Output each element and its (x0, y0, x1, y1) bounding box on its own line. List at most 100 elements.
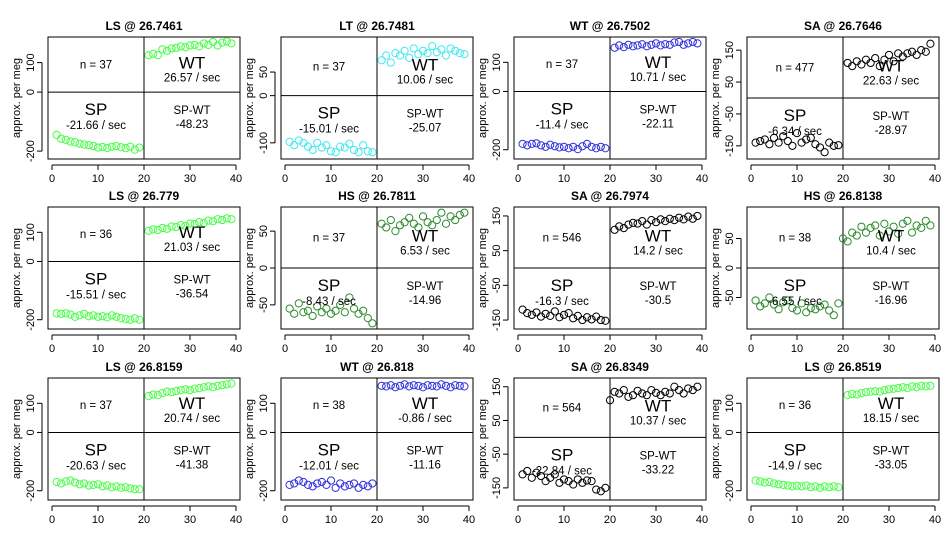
data-point (903, 49, 912, 58)
data-point (208, 383, 218, 392)
data-point (829, 141, 838, 150)
data-point (825, 306, 834, 315)
y-tick-label: 50 (724, 232, 736, 244)
data-point (884, 385, 894, 394)
data-point (527, 310, 536, 319)
data-point (363, 314, 372, 323)
x-tick-label: 10 (325, 514, 337, 526)
data-point (550, 307, 559, 316)
n-count-label: n = 38 (779, 233, 811, 245)
x-tick-label: 30 (650, 343, 662, 355)
y-tick-label: -200 (724, 480, 736, 502)
data-point (536, 312, 546, 321)
y-axis-label: approx. per meg (477, 228, 489, 308)
data-point (354, 483, 363, 492)
y-tick-label: 150 (491, 207, 503, 225)
data-point (921, 382, 930, 391)
chart-panel: LS @ 26.8159 approx. per meg-200 0 100 0 10 20… (11, 360, 242, 526)
chart-panel: SA @ 26.7646 approx. per meg-150 -50 50 150 0… (710, 19, 941, 185)
data-point (569, 314, 578, 323)
data-point (624, 40, 633, 49)
y-tick-label: 100 (724, 394, 736, 412)
data-point (199, 39, 208, 48)
sp-label: SP (784, 106, 807, 125)
sp-rate-label: -21.66 / sec (66, 120, 126, 132)
data-point (162, 46, 172, 55)
data-point (326, 147, 336, 156)
sp-rate-label: -16.3 / sec (535, 296, 589, 308)
data-point (322, 304, 331, 313)
sp-label: SP (551, 445, 574, 464)
data-point (679, 40, 688, 49)
x-tick-label: 30 (883, 343, 895, 355)
data-point (679, 389, 688, 398)
panel-title: HS @ 26.7811 (338, 189, 416, 203)
y-tick-label: -200 (258, 480, 270, 502)
n-count-label: n = 37 (546, 59, 578, 71)
data-point (820, 482, 829, 491)
data-point (693, 211, 702, 221)
data-point (921, 216, 930, 225)
data-point (98, 312, 107, 321)
data-point (912, 50, 921, 60)
data-point (213, 381, 222, 390)
wt-label: WT (645, 397, 671, 416)
data-point (345, 139, 354, 148)
data-point (61, 477, 70, 486)
data-point (299, 308, 308, 317)
data-point (523, 141, 532, 150)
x-tick-label: 0 (49, 514, 55, 526)
sp-label: SP (85, 100, 108, 119)
wt-rate-label: 18.15 / sec (863, 413, 920, 425)
data-point (628, 42, 638, 51)
y-axis-label: approx. per meg (710, 58, 722, 138)
data-point (149, 390, 158, 399)
data-point (359, 480, 368, 489)
data-point (222, 37, 231, 46)
data-point (135, 143, 144, 152)
data-point (564, 144, 573, 153)
sp-rate-label: -20.63 / sec (66, 460, 126, 472)
x-tick-label: 40 (929, 173, 941, 185)
x-tick-label: 20 (604, 514, 616, 526)
x-tick-label: 20 (837, 173, 849, 185)
sp-wt-label: SP-WT (872, 111, 909, 123)
data-point (451, 46, 460, 55)
data-point (541, 142, 550, 151)
chart-panel: SA @ 26.8349 approx. per meg-150 -50 50 150 0… (477, 360, 708, 526)
data-point (326, 476, 336, 485)
panel-title: LT @ 26.7481 (339, 19, 415, 33)
panel-title: WT @ 26.7502 (570, 19, 651, 33)
data-point (432, 382, 441, 391)
x-tick-label: 30 (883, 514, 895, 526)
sp-wt-value: -48.23 (176, 119, 209, 131)
data-point (559, 142, 569, 151)
chart-panel: WT @ 26.7502 approx. per meg-200 0 100 0 10 20… (477, 19, 708, 185)
data-point (765, 293, 774, 302)
y-tick-label: -50 (258, 297, 270, 313)
panel-title: LS @ 26.8159 (105, 360, 182, 374)
x-tick-label: 30 (417, 343, 429, 355)
data-point (880, 219, 889, 228)
data-point (405, 382, 414, 391)
data-point (222, 380, 231, 389)
y-tick-label: 0 (25, 429, 37, 435)
data-point (185, 386, 195, 395)
y-axis-label: approx. per meg (244, 399, 256, 479)
chart-panel: LS @ 26.779 approx. per meg-200 0 100 0 10 20 3… (11, 189, 242, 355)
n-count-label: n = 37 (80, 400, 112, 412)
sp-wt-value: -30.5 (645, 295, 671, 307)
data-point (423, 381, 432, 390)
data-point (227, 39, 236, 48)
panel-title: LS @ 26.8519 (804, 360, 881, 374)
data-point (912, 221, 921, 230)
x-tick-label: 40 (463, 514, 475, 526)
data-point (792, 306, 802, 315)
data-point (112, 141, 121, 151)
data-point (52, 477, 61, 487)
data-point (340, 308, 349, 317)
data-point (619, 43, 628, 52)
x-tick-label: 20 (371, 343, 383, 355)
x-tick-label: 10 (92, 514, 104, 526)
x-tick-label: 10 (558, 343, 570, 355)
